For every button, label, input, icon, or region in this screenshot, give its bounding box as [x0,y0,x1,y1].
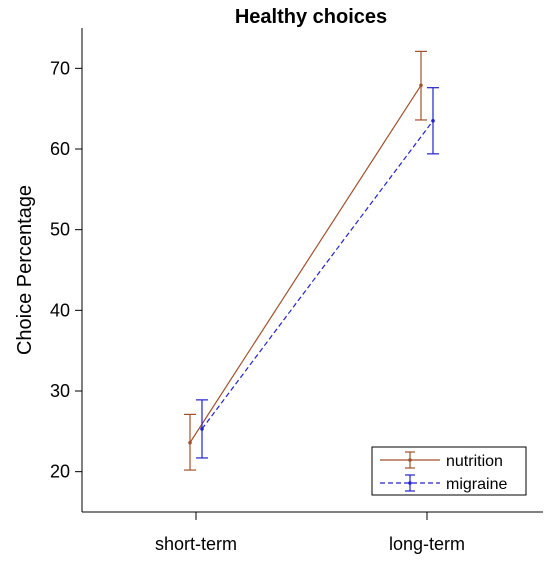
y-tick-label-30: 30 [50,381,70,401]
plot-frame [81,28,543,513]
series-line-migraine [201,120,434,430]
y-tick-label-70: 70 [50,58,70,78]
x-axis: short-term long-term [155,512,465,554]
series-line-nutrition [189,84,422,443]
x-tick-label-short-term: short-term [155,534,237,554]
legend-box [371,446,527,496]
series-layer [184,50,439,471]
legend-marker-nutrition [408,458,412,462]
y-tick-label-40: 40 [50,300,70,320]
point-nutrition-short-term [188,440,192,445]
legend-marker-migraine [408,481,412,485]
y-tick-label-20: 20 [50,462,70,482]
x-tick-label-long-term: long-term [389,534,465,554]
point-migraine-short-term [200,427,204,431]
legend-label-nutrition: nutrition [446,453,503,470]
y-tick-label-50: 50 [50,220,70,240]
series-migraine [196,87,439,459]
legend-label-migraine: migraine [446,476,507,493]
y-tick-label-60: 60 [50,139,70,159]
legend: nutrition migraine [371,446,527,496]
y-axis-label: Choice Percentage [14,185,36,355]
series-nutrition [184,50,427,471]
point-nutrition-long-term [419,83,423,88]
chart-title: Healthy choices [235,6,387,28]
point-migraine-long-term [431,118,435,123]
y-axis: 20 30 40 50 60 70 [50,58,82,482]
